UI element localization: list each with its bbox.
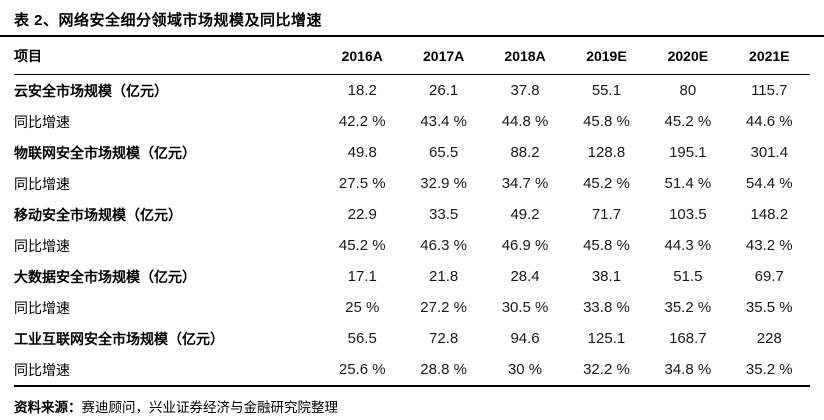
cell-value: 51.5 <box>673 268 703 285</box>
cell-value: 45.2 % <box>338 237 386 254</box>
cell-value: 80 <box>679 82 697 99</box>
cell-value: 33.8 % <box>583 299 630 316</box>
cell-value: 30.5 % <box>501 299 549 316</box>
cell-value: 25 % <box>345 299 380 316</box>
row-label: 工业互联网安全市场规模（亿元） <box>14 330 224 347</box>
row-label: 同比增速 <box>14 354 322 387</box>
cell-value: 301.4 <box>750 144 789 161</box>
cell-value: 35.2 % <box>664 299 712 316</box>
row-label: 物联网安全市场规模（亿元） <box>14 144 196 161</box>
row-label: 大数据安全市场规模（亿元） <box>14 268 196 285</box>
table-row-mobile-size: 移动安全市场规模（亿元） 22.9 33.5 49.2 71.7 103.5 1… <box>14 199 810 230</box>
cell-value: 115.7 <box>751 82 788 99</box>
cell-value: 94.6 <box>510 330 540 347</box>
cell-value: 28.4 <box>510 268 540 285</box>
cell-value: 148.2 <box>750 206 789 223</box>
cell-value: 44.6 % <box>745 113 793 130</box>
cell-value: 51.4 % <box>664 175 712 192</box>
cell-value: 38.1 <box>591 268 622 285</box>
source-text: 赛迪顾问，兴业证券经济与金融研究院整理 <box>81 400 339 415</box>
table-row-cloud-growth: 同比增速 42.2 % 43.4 % 44.8 % 45.8 % 45.2 % … <box>14 106 810 137</box>
cell-value: 21.8 <box>429 268 459 285</box>
market-size-table: 项目 2016A 2017A 2018A 2019E 2020E 2021E 云… <box>14 37 810 387</box>
row-label: 同比增速 <box>14 113 70 130</box>
row-label: 同比增速 <box>14 237 70 254</box>
table-row-mobile-growth: 同比增速 45.2 % 46.3 % 46.9 % 45.8 % 44.3 % … <box>14 230 810 261</box>
source-label: 资料来源： <box>14 400 82 415</box>
cell-value: 28.8 % <box>402 354 485 387</box>
cell-value: 35.2 % <box>728 354 810 387</box>
header-cell-2018a: 2018A <box>484 37 566 75</box>
cell-value: 37.8 <box>510 82 540 99</box>
cell-value: 56.5 <box>347 330 377 347</box>
cell-value: 49.2 <box>510 206 540 223</box>
cell-value: 26.1 <box>429 82 459 99</box>
cell-value: 44.8 % <box>501 113 549 130</box>
cell-value: 32.9 % <box>420 175 467 192</box>
cell-value: 27.5 % <box>338 175 386 192</box>
cell-value: 49.8 <box>347 144 377 161</box>
cell-value: 69.7 <box>754 268 784 285</box>
cell-value: 45.2 % <box>664 113 712 130</box>
cell-value: 195.1 <box>669 144 707 161</box>
title-rule <box>0 35 824 37</box>
cell-value: 45.8 % <box>583 113 630 130</box>
cell-value: 228 <box>756 330 782 347</box>
cell-value: 25.6 % <box>321 354 403 387</box>
row-label: 移动安全市场规模（亿元） <box>14 206 182 223</box>
cell-value: 125.1 <box>587 330 626 347</box>
cell-value: 43.4 % <box>420 113 467 130</box>
cell-value: 34.7 % <box>501 175 549 192</box>
cell-value: 103.5 <box>669 206 707 223</box>
cell-value: 46.3 % <box>420 237 467 254</box>
cell-value: 17.1 <box>347 268 377 285</box>
header-cell-2020e: 2020E <box>647 37 729 75</box>
table-header-row: 项目 2016A 2017A 2018A 2019E 2020E 2021E <box>14 37 810 75</box>
cell-value: 34.8 % <box>647 354 729 387</box>
cell-value: 42.2 % <box>338 113 386 130</box>
cell-value: 33.5 <box>429 206 459 223</box>
cell-value: 30 % <box>484 354 566 387</box>
cell-value: 35.5 % <box>745 299 793 316</box>
cell-value: 45.2 % <box>583 175 630 192</box>
table-title: 表 2、网络安全细分领域市场规模及同比增速 <box>14 12 323 29</box>
header-cell-2019e: 2019E <box>565 37 648 75</box>
cell-value: 18.2 <box>347 82 377 99</box>
cell-value: 45.8 % <box>583 237 630 254</box>
cell-value: 88.2 <box>510 144 540 161</box>
cell-value: 55.1 <box>591 82 622 99</box>
cell-value: 72.8 <box>429 330 459 347</box>
header-cell-2016a: 2016A <box>321 37 403 75</box>
cell-value: 168.7 <box>669 330 707 347</box>
cell-value: 54.4 % <box>745 175 793 192</box>
row-label: 同比增速 <box>14 299 70 316</box>
source-note: 资料来源：赛迪顾问，兴业证券经济与金融研究院整理 <box>0 387 824 416</box>
table-row-cloud-size: 云安全市场规模（亿元） 18.2 26.1 37.8 55.1 80 115.7 <box>14 75 810 107</box>
table-row-industrial-growth: 同比增速 25.6 % 28.8 % 30 % 32.2 % 34.8 % 35… <box>14 354 810 387</box>
table-row-bigdata-growth: 同比增速 25 % 27.2 % 30.5 % 33.8 % 35.2 % 35… <box>14 292 810 323</box>
cell-value: 22.9 <box>347 206 377 223</box>
table-row-bigdata-size: 大数据安全市场规模（亿元） 17.1 21.8 28.4 38.1 51.5 6… <box>14 261 810 292</box>
table-row-iot-size: 物联网安全市场规模（亿元） 49.8 65.5 88.2 128.8 195.1… <box>14 137 810 168</box>
row-label: 云安全市场规模（亿元） <box>14 82 168 99</box>
header-cell-2021e: 2021E <box>728 37 810 75</box>
cell-value: 128.8 <box>587 144 626 161</box>
cell-value: 44.3 % <box>664 237 712 254</box>
cell-value: 46.9 % <box>501 237 549 254</box>
cell-value: 71.7 <box>591 206 622 223</box>
header-cell-item: 项目 <box>14 37 322 75</box>
cell-value: 43.2 % <box>745 237 793 254</box>
cell-value: 32.2 % <box>565 354 648 387</box>
header-cell-2017a: 2017A <box>402 37 485 75</box>
cell-value: 27.2 % <box>420 299 467 316</box>
cell-value: 65.5 <box>429 144 459 161</box>
table-row-industrial-size: 工业互联网安全市场规模（亿元） 56.5 72.8 94.6 125.1 168… <box>14 323 810 354</box>
table-row-iot-growth: 同比增速 27.5 % 32.9 % 34.7 % 45.2 % 51.4 % … <box>14 168 810 199</box>
row-label: 同比增速 <box>14 175 70 192</box>
